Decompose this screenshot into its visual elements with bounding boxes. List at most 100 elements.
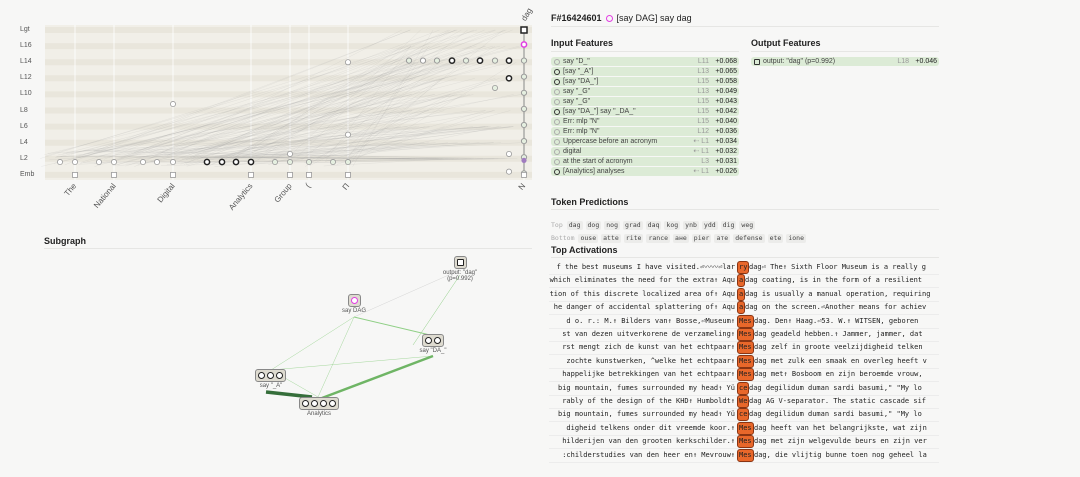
embedding-node[interactable] [287, 171, 293, 178]
graph-node[interactable] [476, 57, 484, 64]
graph-node[interactable] [169, 159, 176, 166]
input-feature-row[interactable]: [say "DA_"] say "_DA_" L15 +0.042 [551, 107, 739, 116]
graph-edge [145, 126, 408, 152]
graph-edge [55, 110, 486, 158]
graph-edge [76, 78, 413, 157]
subgraph-node[interactable] [255, 369, 287, 382]
subgraph-node-label: Analytics [306, 411, 332, 417]
feature-value: +0.036 [715, 128, 737, 135]
graph-node[interactable] [520, 121, 528, 129]
output-feature-row[interactable]: output: "dag" (p=0.992) L18 +0.046 [751, 57, 939, 66]
graph-node[interactable] [520, 89, 528, 96]
context-before-text: rst mengt zich de kunst van het echtpaar… [562, 343, 735, 352]
embedding-node[interactable] [72, 171, 78, 178]
graph-node[interactable] [169, 101, 176, 108]
graph-edge [251, 142, 429, 165]
graph-edge [60, 61, 429, 157]
graph-node[interactable] [111, 159, 118, 166]
graph-node[interactable] [505, 57, 513, 64]
graph-node[interactable] [505, 74, 513, 82]
graph-node[interactable] [218, 158, 226, 166]
graph-node[interactable] [520, 105, 528, 112]
input-feature-row[interactable]: Err: mlp "N" L12 +0.036 [551, 127, 739, 136]
embedding-node[interactable] [521, 171, 527, 178]
graph-node[interactable] [419, 57, 427, 64]
subgraph-node[interactable] [298, 397, 339, 410]
graph-node[interactable] [329, 159, 336, 166]
graph-edge [227, 157, 412, 160]
graph-node[interactable] [72, 159, 79, 166]
graph-node[interactable] [521, 157, 527, 164]
embedding-node[interactable] [111, 171, 117, 178]
graph-node[interactable] [505, 150, 512, 157]
feature-value: +0.049 [715, 88, 737, 95]
graph-node[interactable] [505, 168, 512, 175]
feature-circle-icon [554, 158, 560, 165]
graph-node[interactable] [203, 158, 211, 166]
embedding-node[interactable] [306, 171, 312, 178]
graph-node[interactable] [520, 57, 528, 64]
prediction-chip: dig [720, 221, 737, 230]
input-feature-row[interactable]: say "D_" L11 +0.068 [551, 57, 739, 66]
graph-edge [192, 126, 402, 158]
graph-node[interactable] [232, 158, 240, 166]
graph-node[interactable] [462, 57, 470, 64]
graph-node[interactable] [448, 57, 456, 64]
graph-node[interactable] [491, 57, 499, 64]
input-feature-row[interactable]: say "_G" L15 +0.043 [551, 97, 739, 106]
embedding-node[interactable] [345, 171, 351, 178]
subgraph-node[interactable] [422, 334, 444, 347]
graph-node[interactable] [520, 73, 528, 80]
graph-node[interactable] [247, 158, 255, 166]
graph-node[interactable] [405, 57, 413, 64]
embedding-node[interactable] [170, 171, 176, 178]
graph-edge [271, 94, 404, 157]
graph-node[interactable] [271, 159, 278, 166]
graph-edge [211, 45, 506, 165]
graph-node[interactable] [153, 159, 160, 166]
embedding-node[interactable] [248, 171, 254, 178]
graph-node[interactable] [286, 150, 293, 157]
feature-circle-icon [554, 98, 560, 105]
input-feature-row[interactable]: Err: mlp "N" L15 +0.040 [551, 117, 739, 126]
context-before-text: happelijke betrekkingen van het echtpaar… [562, 370, 735, 379]
layer-label: L8 [20, 106, 28, 114]
subgraph-node[interactable] [347, 294, 361, 307]
graph-edge [242, 29, 506, 158]
feature-circle-icon [554, 148, 560, 155]
input-feature-row[interactable]: [say "DA_"] L15 +0.058 [551, 77, 739, 86]
input-feature-row[interactable]: Uppercase before an acronym ⇠ L1 +0.034 [551, 137, 739, 146]
input-feature-row[interactable]: [Analytics] analyses ⇠ L1 +0.026 [551, 167, 739, 176]
logit-node[interactable] [520, 26, 528, 34]
graph-node[interactable] [96, 159, 103, 166]
graph-edge [250, 45, 428, 165]
input-feature-row[interactable]: [say "_A"] L13 +0.065 [551, 67, 739, 76]
attribution-graph[interactable] [0, 0, 540, 215]
graph-node[interactable] [433, 57, 441, 64]
context-before: d o. r.: M.↑ Bilders van↑ Bosse,⏎Museum↑ [549, 314, 735, 328]
graph-edge [311, 158, 472, 164]
graph-edge [228, 142, 436, 158]
graph-node[interactable] [344, 159, 351, 166]
input-feature-row[interactable]: say "_G" L13 +0.049 [551, 87, 739, 96]
activation-example[interactable]: :childerstudies van den heer en↑ Mevrouw… [549, 448, 939, 463]
input-feature-row[interactable]: digital ⇠ L1 +0.032 [551, 147, 739, 156]
activating-token: We [737, 395, 750, 408]
graph-node[interactable] [491, 84, 498, 91]
layer-label: Emb [20, 170, 35, 178]
input-feature-row[interactable]: at the start of acronym L3 +0.031 [551, 157, 739, 166]
graph-edge [74, 61, 453, 159]
graph-node[interactable] [57, 159, 64, 166]
graph-node[interactable] [286, 159, 293, 166]
graph-node[interactable] [520, 137, 528, 145]
graph-node[interactable] [520, 41, 528, 48]
graph-node[interactable] [344, 59, 351, 66]
subgraph-node[interactable] [453, 256, 467, 269]
graph-node[interactable] [139, 159, 146, 166]
prediction-chip: daq [645, 221, 662, 230]
graph-node[interactable] [344, 131, 351, 138]
context-after: dag met zulk een smaak en overleg heeft … [754, 356, 927, 365]
graph-node[interactable] [305, 159, 312, 166]
graph-edge [227, 29, 462, 162]
graph-edge [180, 94, 522, 153]
